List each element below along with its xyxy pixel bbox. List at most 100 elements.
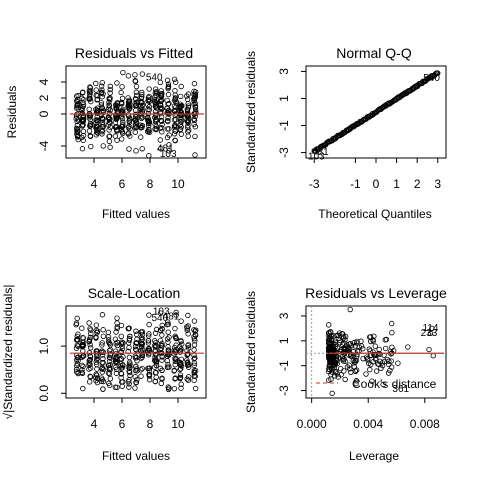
data-point (118, 356, 125, 362)
data-point (79, 362, 85, 369)
data-point (157, 79, 164, 86)
data-point (120, 130, 126, 137)
data-point (86, 338, 93, 344)
data-point (86, 89, 93, 96)
data-point (132, 117, 138, 123)
data-point (139, 89, 145, 96)
data-point (99, 87, 105, 93)
data-point (152, 338, 158, 344)
data-point (107, 144, 113, 150)
data-point (326, 366, 333, 373)
data-point (191, 116, 197, 122)
data-point (386, 358, 392, 364)
data-point (153, 362, 160, 369)
data-point (185, 351, 191, 357)
data-point (100, 349, 107, 355)
data-point (114, 315, 120, 321)
data-point (329, 348, 336, 355)
data-point (164, 321, 170, 328)
data-point (370, 337, 376, 343)
data-point (105, 337, 112, 343)
data-point (159, 340, 165, 347)
data-point (107, 83, 114, 90)
data-point (165, 110, 172, 116)
data-point (158, 91, 165, 97)
data-point (146, 331, 152, 337)
data-point (435, 70, 441, 76)
data-point (79, 146, 86, 152)
x-tick-label: 10 (171, 417, 185, 431)
data-point (172, 325, 178, 332)
data-point (132, 343, 139, 350)
data-point (132, 78, 139, 85)
point-label: 540 (146, 72, 163, 83)
data-point (191, 336, 198, 342)
data-point (342, 337, 348, 343)
data-point (118, 322, 125, 329)
data-point (192, 92, 199, 99)
data-point (145, 338, 152, 344)
data-point (86, 362, 92, 368)
data-point (133, 379, 140, 386)
data-point (171, 385, 178, 392)
data-point (133, 328, 139, 334)
data-point (192, 338, 198, 344)
data-point (192, 328, 198, 334)
data-point (94, 366, 100, 372)
data-point (125, 99, 132, 105)
data-point (192, 385, 199, 392)
data-point (388, 358, 394, 364)
data-point (79, 90, 86, 96)
data-point (165, 84, 171, 91)
data-point (178, 119, 184, 125)
data-point (132, 102, 138, 109)
data-point (340, 358, 347, 364)
data-point (178, 385, 184, 391)
data-point (120, 121, 126, 128)
x-tick-label: 4 (91, 417, 98, 431)
data-point (138, 367, 144, 373)
data-point (184, 96, 191, 102)
data-point (159, 322, 165, 329)
data-point (387, 367, 393, 374)
data-point (347, 306, 353, 313)
point-label: 540 (151, 313, 168, 324)
data-point (185, 342, 191, 349)
point-label: 481 (312, 147, 329, 158)
panel-2-points (311, 70, 441, 154)
data-point (105, 122, 112, 128)
data-point (94, 129, 100, 135)
data-point (164, 77, 171, 84)
cooks-distance-legend-label: Cook's distance (352, 377, 437, 391)
data-point (192, 367, 199, 374)
data-point (100, 327, 106, 333)
panel-1-x-axis-label: Fitted values (102, 207, 170, 221)
data-point (159, 326, 165, 332)
data-point (165, 118, 171, 125)
data-point (87, 357, 93, 363)
data-point (185, 100, 191, 107)
data-point (74, 363, 80, 369)
data-point (178, 83, 184, 90)
data-point (145, 94, 152, 101)
panel-1-y-axis-label: Residuals (5, 86, 19, 139)
data-point (173, 309, 179, 316)
data-point (191, 356, 197, 362)
data-point (86, 93, 93, 99)
data-point (133, 148, 139, 154)
data-point (177, 104, 184, 110)
panel-4-x-ticks: 0.000 0.004 0.008 (297, 398, 440, 431)
y-tick-label: 0 (37, 110, 51, 117)
data-point (164, 364, 171, 370)
data-point (165, 347, 172, 353)
data-point (388, 320, 395, 327)
data-point (80, 353, 86, 359)
data-point (165, 339, 171, 345)
data-point (334, 371, 340, 377)
data-point (164, 97, 170, 104)
data-point (80, 335, 86, 341)
data-point (179, 341, 185, 347)
data-point (87, 84, 93, 90)
data-point (73, 115, 79, 122)
